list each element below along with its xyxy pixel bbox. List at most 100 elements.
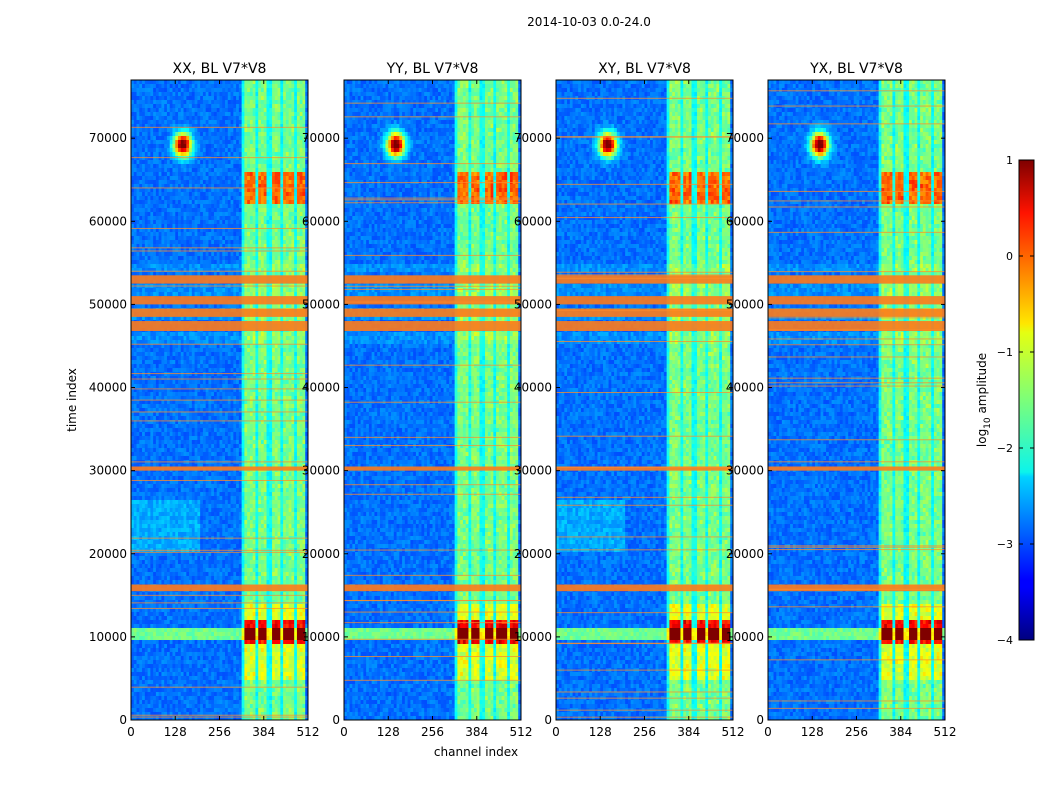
- rfi-time-band: [344, 584, 521, 592]
- x-tick-label: 256: [421, 725, 444, 739]
- panel-title: YX, BL V7*V8: [809, 61, 903, 77]
- panel-title: YY, BL V7*V8: [386, 61, 479, 77]
- rfi-time-band: [131, 275, 308, 284]
- x-tick-label: 384: [677, 725, 700, 739]
- colorbar-tick-label: −1: [997, 346, 1013, 359]
- colorbar-tick-label: 1: [1006, 154, 1013, 167]
- x-tick-label: 128: [589, 725, 612, 739]
- rfi-time-band: [556, 308, 733, 317]
- colorbar-tick-label: 0: [1006, 250, 1013, 263]
- y-tick-label: 60000: [89, 214, 127, 228]
- y-tick-label: 50000: [514, 297, 552, 311]
- x-tick-label: 0: [552, 725, 560, 739]
- y-tick-label: 20000: [302, 547, 340, 561]
- y-tick-label: 30000: [89, 464, 127, 478]
- x-tick-label: 128: [377, 725, 400, 739]
- rfi-time-band: [131, 308, 308, 317]
- rfi-time-band: [344, 296, 521, 305]
- y-axis-label: time index: [65, 368, 79, 432]
- y-tick-label: 10000: [302, 630, 340, 644]
- colorbar-label: log10 amplitude: [975, 353, 993, 447]
- x-tick-label: 384: [889, 725, 912, 739]
- panel-2: XY, BL V7*V8 0 128 256 384 512 0 10000 20000 3000…: [514, 61, 745, 739]
- y-tick-label: 30000: [726, 464, 764, 478]
- rfi-time-band: [768, 321, 945, 332]
- y-tick-label: 0: [332, 713, 340, 727]
- y-tick-label: 10000: [726, 630, 764, 644]
- colorbar-gradient: [1018, 159, 1035, 641]
- heatmap-image: [768, 80, 945, 720]
- y-tick-label: 40000: [726, 381, 764, 395]
- heatmap-image: [344, 80, 521, 720]
- rfi-time-band: [768, 466, 945, 471]
- y-tick-label: 70000: [514, 131, 552, 145]
- y-tick-label: 10000: [514, 630, 552, 644]
- x-tick-label: 512: [934, 725, 957, 739]
- y-tick-label: 0: [119, 713, 127, 727]
- rfi-time-band: [768, 296, 945, 305]
- rfi-time-band: [768, 275, 945, 284]
- colorbar-tick-label: −3: [997, 538, 1013, 551]
- x-tick-label: 128: [801, 725, 824, 739]
- y-tick-label: 40000: [302, 381, 340, 395]
- panel-1: YY, BL V7*V8 0 128 256 384 512 0 10000 20000 3000…: [302, 61, 533, 739]
- heatmap-image: [556, 80, 733, 720]
- x-tick-label: 384: [465, 725, 488, 739]
- y-tick-label: 60000: [302, 214, 340, 228]
- y-tick-label: 0: [544, 713, 552, 727]
- panel-title: XX, BL V7*V8: [173, 61, 267, 77]
- y-tick-label: 20000: [514, 547, 552, 561]
- x-tick-label: 512: [722, 725, 745, 739]
- x-tick-label: 0: [764, 725, 772, 739]
- rfi-time-band: [344, 321, 521, 332]
- y-tick-label: 0: [756, 713, 764, 727]
- x-tick-label: 256: [845, 725, 868, 739]
- y-tick-label: 20000: [89, 547, 127, 561]
- rfi-time-band: [131, 466, 308, 471]
- colorbar-tick-label: −4: [997, 634, 1013, 647]
- rfi-time-band: [768, 584, 945, 592]
- rfi-time-band: [556, 275, 733, 284]
- y-tick-label: 60000: [514, 214, 552, 228]
- y-tick-label: 60000: [726, 214, 764, 228]
- y-tick-label: 10000: [89, 630, 127, 644]
- panel-title: XY, BL V7*V8: [598, 61, 691, 77]
- y-tick-label: 30000: [514, 464, 552, 478]
- x-tick-label: 384: [252, 725, 275, 739]
- y-tick-label: 70000: [726, 131, 764, 145]
- rfi-time-band: [556, 321, 733, 332]
- y-tick-label: 50000: [89, 297, 127, 311]
- x-axis-label: channel index: [434, 745, 518, 759]
- rfi-time-band: [131, 296, 308, 305]
- y-tick-label: 40000: [89, 381, 127, 395]
- rfi-time-band: [131, 321, 308, 332]
- rfi-time-band: [768, 308, 945, 317]
- colorbar: 1 0 −1 −2 −3 −4 log10 amplitude: [975, 154, 1035, 647]
- colorbar-tick-label: −2: [997, 442, 1013, 455]
- y-tick-label: 50000: [302, 297, 340, 311]
- x-tick-label: 0: [127, 725, 135, 739]
- rfi-time-band: [344, 275, 521, 284]
- rfi-time-band: [344, 466, 521, 471]
- x-tick-label: 0: [340, 725, 348, 739]
- x-tick-label: 256: [633, 725, 656, 739]
- rfi-time-band: [556, 584, 733, 592]
- y-tick-label: 50000: [726, 297, 764, 311]
- figure-suptitle: 2014-10-03 0.0-24.0: [527, 15, 651, 29]
- rfi-time-band: [131, 584, 308, 592]
- rfi-time-band: [556, 466, 733, 471]
- panel-3: YX, BL V7*V8 0 128 256 384 512 0 10000 20000 3000…: [726, 61, 957, 739]
- panel-0: XX, BL V7*V8 0 128 256 384 512 0 10000 20000 3000…: [89, 61, 320, 739]
- x-tick-label: 128: [164, 725, 187, 739]
- heatmap-image: [131, 80, 308, 720]
- x-tick-label: 512: [510, 725, 533, 739]
- rfi-time-band: [556, 296, 733, 305]
- x-tick-label: 512: [297, 725, 320, 739]
- rfi-time-band: [344, 308, 521, 317]
- y-tick-label: 20000: [726, 547, 764, 561]
- y-tick-label: 70000: [302, 131, 340, 145]
- y-tick-label: 40000: [514, 381, 552, 395]
- y-tick-label: 30000: [302, 464, 340, 478]
- y-tick-label: 70000: [89, 131, 127, 145]
